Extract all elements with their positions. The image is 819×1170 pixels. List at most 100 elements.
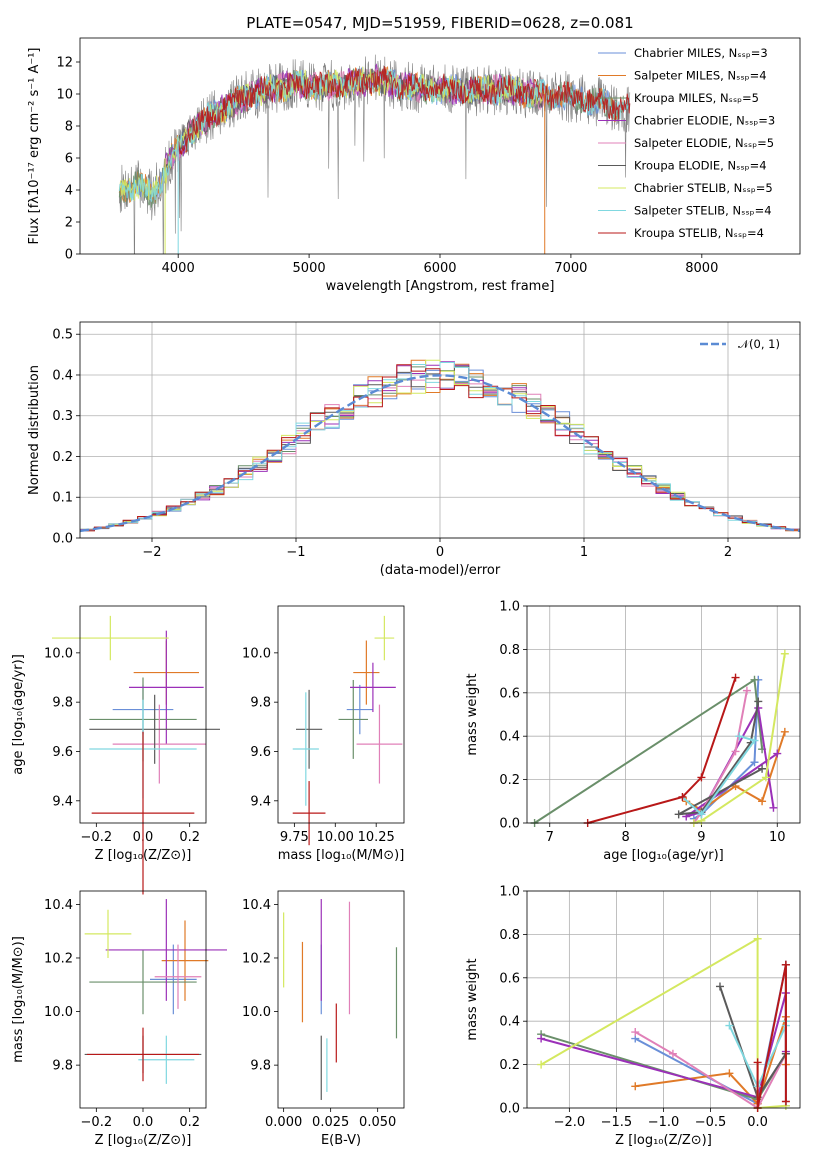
x-tick-label: 0 xyxy=(436,545,444,560)
legend-label: Salpeter ELODIE, Nₛₛₚ=5 xyxy=(634,136,774,150)
x-tick-label: 6000 xyxy=(423,261,456,276)
x-axis-label: Z [log₁₀(Z/Z⊙)] xyxy=(95,848,192,863)
y-tick-label: 0.0 xyxy=(499,1102,520,1117)
y-axis-label: age [log₁₀(age/yr)] xyxy=(11,654,26,775)
series-line xyxy=(681,735,757,816)
y-tick-label: 0.8 xyxy=(499,643,520,658)
y-tick-label: 9.8 xyxy=(52,696,73,711)
series-marker xyxy=(668,1049,677,1058)
y-axis-label: Normed distribution xyxy=(27,365,42,495)
axes-frame xyxy=(526,605,801,824)
x-tick-label: −2.0 xyxy=(554,1115,586,1130)
x-tick-label: 7000 xyxy=(554,261,587,276)
series-marker xyxy=(781,960,790,969)
axes-frame xyxy=(526,890,801,1109)
x-axis-label: Z [log₁₀(Z/Z⊙)] xyxy=(615,1133,712,1148)
axes-frame xyxy=(79,321,801,539)
x-tick-label: 2 xyxy=(724,545,732,560)
y-tick-label: 9.8 xyxy=(250,696,271,711)
legend-label: Salpeter STELIB, Nₛₛₚ=4 xyxy=(634,204,772,218)
y-tick-label: 0 xyxy=(65,248,73,263)
y-tick-label: 9.4 xyxy=(52,794,73,809)
series-marker xyxy=(780,649,789,658)
x-axis-label: mass [log₁₀(M/M⊙)] xyxy=(278,848,405,863)
x-tick-label: 8000 xyxy=(685,261,718,276)
x-tick-label: 8 xyxy=(621,830,629,845)
x-tick-label: 9.75 xyxy=(280,830,309,845)
y-axis-label: mass weight xyxy=(465,673,480,755)
series-line xyxy=(587,677,737,824)
y-tick-label: 2 xyxy=(65,216,73,231)
mass_vs_ebv-plot-area xyxy=(283,899,398,1100)
y-tick-label: 10.2 xyxy=(242,951,271,966)
y-axis-label: mass weight xyxy=(465,958,480,1040)
normal-curve-line xyxy=(80,374,800,533)
x-tick-label: −1.5 xyxy=(601,1115,633,1130)
series-line xyxy=(540,936,786,1110)
series-marker xyxy=(780,727,789,736)
y-tick-label: 0.4 xyxy=(52,368,73,383)
series-marker xyxy=(761,773,770,782)
axes-frame xyxy=(277,605,405,824)
figure-title: PLATE=0547, MJD=51959, FIBERID=0628, z=0… xyxy=(246,14,633,32)
y-tick-label: 0.4 xyxy=(499,730,520,745)
y-tick-label: 10 xyxy=(56,88,73,103)
x-tick-label: 0.050 xyxy=(359,1115,396,1130)
age_vs_mass-plot-area xyxy=(292,615,403,846)
x-tick-label: −0.5 xyxy=(695,1115,727,1130)
series-marker xyxy=(537,1034,546,1043)
residuals-plot-area xyxy=(80,359,800,533)
legend-label: Kroupa MILES, Nₛₛₚ=5 xyxy=(634,91,759,105)
x-axis-label: E(B-V) xyxy=(321,1133,361,1148)
spectrum-panel: 4000 5000 6000 7000 8000 0 2 4 6 8 10 12 wavelength … xyxy=(27,37,801,294)
series-marker xyxy=(781,1097,790,1106)
y-tick-label: 1.0 xyxy=(499,600,520,615)
series-marker xyxy=(773,749,782,758)
y-tick-label: 0.0 xyxy=(499,817,520,832)
series-marker xyxy=(753,934,762,943)
spectrum-legend: Chabrier MILES, Nₛₛₚ=3 Salpeter MILES, Nₛ… xyxy=(598,46,775,240)
y-axis-label: mass [log₁₀(M/M⊙)] xyxy=(11,936,26,1063)
x-tick-label: −0.2 xyxy=(81,830,113,845)
series-marker xyxy=(678,792,687,801)
y-tick-label: 0.6 xyxy=(499,971,520,986)
series-marker xyxy=(750,736,759,745)
y-tick-label: 0.4 xyxy=(499,1015,520,1030)
x-tick-label: 5000 xyxy=(293,261,326,276)
series-line xyxy=(634,1031,787,1110)
series-marker xyxy=(537,1060,546,1069)
y-tick-label: 0.8 xyxy=(499,928,520,943)
y-tick-label: 0.3 xyxy=(52,409,73,424)
series-marker xyxy=(731,747,740,756)
series-marker xyxy=(769,803,778,812)
x-tick-label: 1 xyxy=(580,545,588,560)
x-tick-label: 9 xyxy=(697,830,705,845)
y-tick-label: 12 xyxy=(56,56,73,71)
y-tick-label: 10.4 xyxy=(242,898,271,913)
series-marker xyxy=(731,673,740,682)
y-tick-label: 0.0 xyxy=(52,532,73,547)
y-axis-label: Flux [fλ10⁻¹⁷ erg cm⁻² s⁻¹ A⁻¹] xyxy=(27,48,42,245)
y-tick-label: 9.6 xyxy=(52,745,73,760)
age_vs_Z-plot-area xyxy=(52,615,220,895)
y-tick-label: 9.6 xyxy=(250,745,271,760)
weight_vs_Z-plot-area xyxy=(537,934,790,1112)
series-marker xyxy=(758,797,767,806)
series-marker xyxy=(697,773,706,782)
spectrum-plot-area xyxy=(118,54,631,254)
series-line xyxy=(692,690,748,824)
y-tick-label: 4 xyxy=(65,184,73,199)
series-marker xyxy=(750,675,759,684)
x-tick-label: 10 xyxy=(769,830,786,845)
y-tick-label: 10.0 xyxy=(242,1005,271,1020)
x-tick-label: 0.0 xyxy=(133,1115,154,1130)
y-tick-label: 0.2 xyxy=(499,773,520,788)
axes-frame xyxy=(79,605,207,824)
y-tick-label: 8 xyxy=(65,120,73,135)
y-tick-label: 1.0 xyxy=(499,885,520,900)
series-marker xyxy=(725,1021,734,1030)
y-tick-label: 0.5 xyxy=(52,328,73,343)
model-spectrum-line xyxy=(164,68,546,179)
x-tick-label: 0.2 xyxy=(179,830,200,845)
legend-label: Kroupa ELODIE, Nₛₛₚ=4 xyxy=(634,159,767,173)
